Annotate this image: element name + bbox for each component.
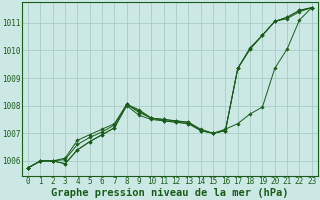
X-axis label: Graphe pression niveau de la mer (hPa): Graphe pression niveau de la mer (hPa) <box>51 188 289 198</box>
